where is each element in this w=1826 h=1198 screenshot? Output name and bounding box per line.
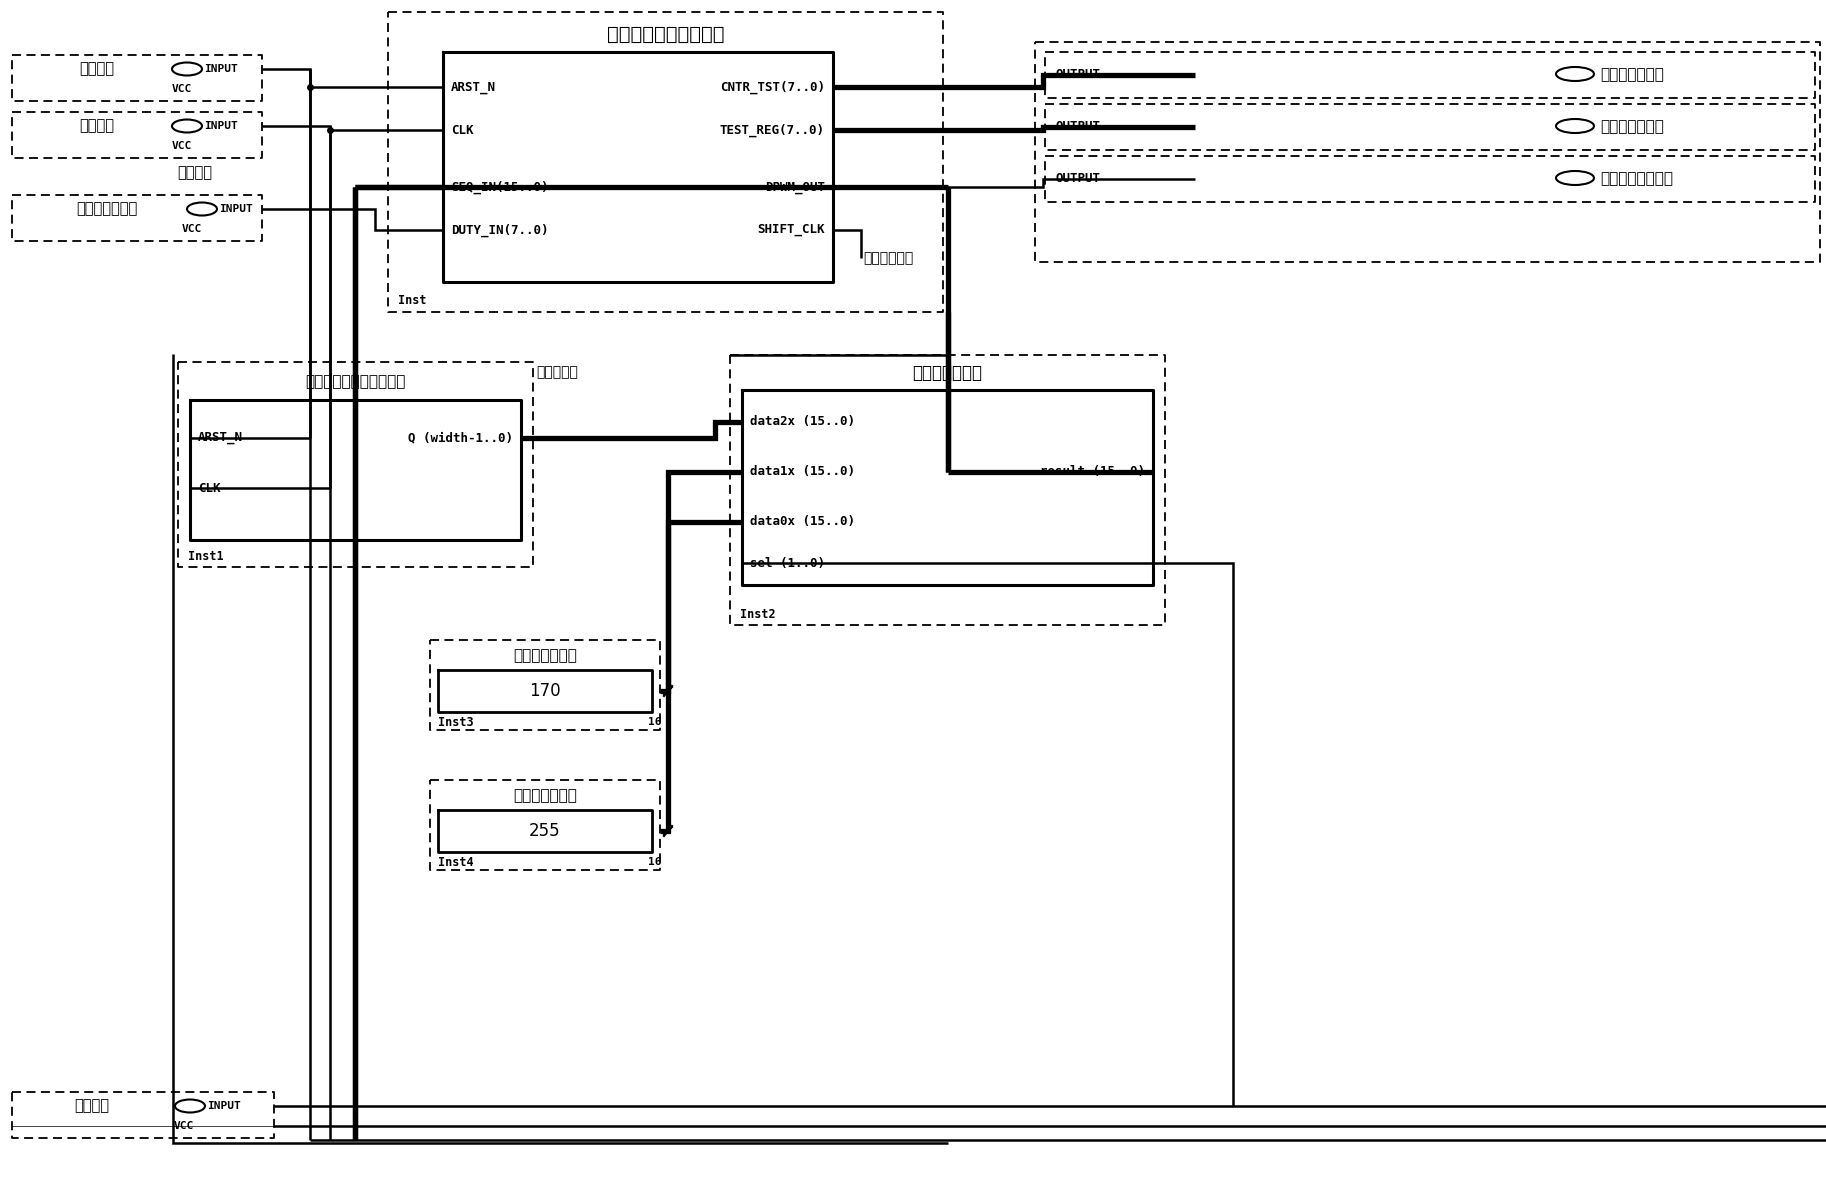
Text: Inst4: Inst4: [438, 855, 473, 869]
Text: 16: 16: [648, 857, 661, 867]
Text: TEST_REG(7..0): TEST_REG(7..0): [719, 123, 825, 137]
Text: Inst2: Inst2: [740, 609, 776, 622]
Text: DUTY_IN(7..0): DUTY_IN(7..0): [451, 223, 548, 237]
Text: VCC: VCC: [172, 84, 192, 93]
Text: OUTPUT: OUTPUT: [1055, 68, 1099, 81]
Text: 移位时钟输出: 移位时钟输出: [864, 252, 913, 265]
Text: data2x (15..0): data2x (15..0): [750, 416, 855, 429]
Text: INPUT: INPUT: [219, 204, 252, 214]
Text: CLK: CLK: [451, 123, 473, 137]
Text: Inst: Inst: [398, 294, 427, 307]
Text: 序列信号: 序列信号: [177, 165, 212, 181]
Text: CNTR_TST(7..0): CNTR_TST(7..0): [719, 80, 825, 93]
Text: 170: 170: [530, 682, 561, 700]
Text: result (15..0): result (15..0): [1041, 466, 1145, 478]
Text: ARST_N: ARST_N: [451, 80, 497, 93]
Text: data0x (15..0): data0x (15..0): [750, 515, 855, 528]
Text: OUTPUT: OUTPUT: [1055, 121, 1099, 133]
Text: 伪随机信号: 伪随机信号: [537, 365, 577, 379]
Text: Inst3: Inst3: [438, 715, 473, 728]
Text: sel (1..0): sel (1..0): [750, 557, 825, 569]
Text: INPUT: INPUT: [206, 1101, 241, 1111]
Text: Q (width-1..0): Q (width-1..0): [407, 431, 513, 444]
Text: VCC: VCC: [173, 1121, 194, 1131]
Text: VCC: VCC: [172, 141, 192, 151]
Text: OUTPUT: OUTPUT: [1055, 173, 1099, 186]
Text: 寄存器测试输出: 寄存器测试输出: [1600, 120, 1663, 134]
Text: 复位信号: 复位信号: [80, 61, 115, 77]
Text: 数字脉宽调制输出: 数字脉宽调制输出: [1600, 171, 1673, 187]
Text: 锅齿波常数输入: 锅齿波常数输入: [513, 788, 577, 804]
Text: SEQ_IN(15..0): SEQ_IN(15..0): [451, 181, 548, 194]
Text: DPWM_OUT: DPWM_OUT: [765, 181, 825, 194]
Text: INPUT: INPUT: [205, 121, 237, 131]
Text: 多路复用器模块: 多路复用器模块: [913, 364, 982, 382]
Text: 三角波常数输入: 三角波常数输入: [513, 648, 577, 664]
Text: 随机数字脉宽调制模块: 随机数字脉宽调制模块: [606, 24, 725, 43]
Text: VCC: VCC: [183, 224, 203, 234]
Text: 线性反馈移位寄存器模块: 线性反馈移位寄存器模块: [305, 375, 405, 389]
Text: 计数器测试输出: 计数器测试输出: [1600, 67, 1663, 83]
Text: data1x (15..0): data1x (15..0): [750, 466, 855, 478]
Text: CLK: CLK: [197, 482, 221, 495]
Text: 时钟信号: 时钟信号: [80, 119, 115, 133]
Text: Inst1: Inst1: [188, 551, 223, 563]
Text: 模式选择: 模式选择: [75, 1099, 110, 1113]
Text: SHIFT_CLK: SHIFT_CLK: [758, 224, 825, 236]
Text: INPUT: INPUT: [205, 63, 237, 74]
Text: ARST_N: ARST_N: [197, 431, 243, 444]
Text: 16: 16: [648, 716, 661, 727]
Text: 255: 255: [530, 822, 561, 840]
Text: 占空比输入信号: 占空比输入信号: [77, 201, 137, 217]
